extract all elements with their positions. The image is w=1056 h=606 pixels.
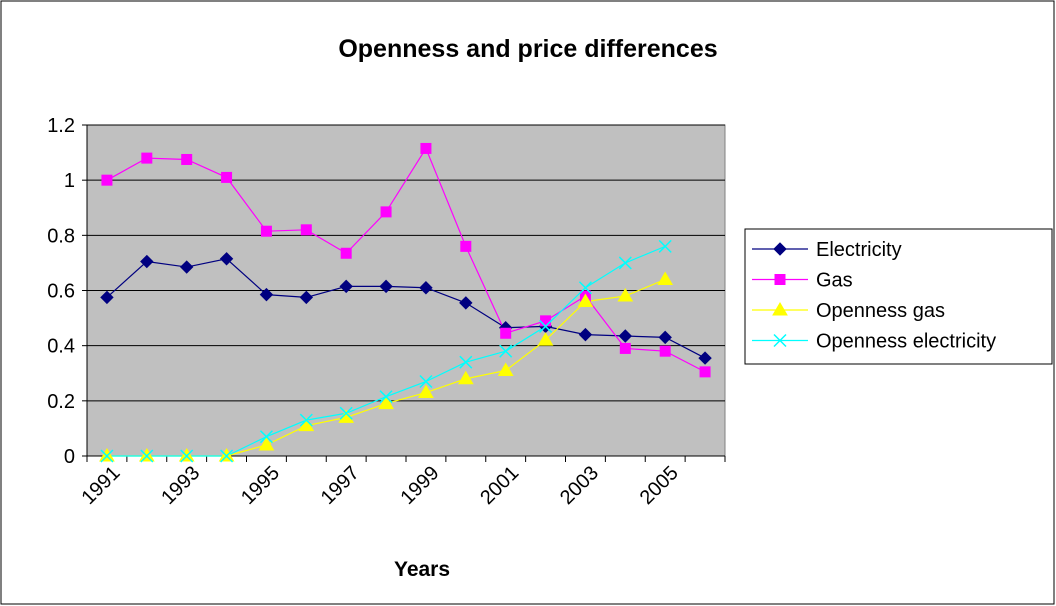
marker <box>418 384 434 399</box>
marker <box>100 449 114 463</box>
marker <box>259 430 273 444</box>
legend-label: Openness gas <box>816 300 945 322</box>
series-line <box>106 258 706 359</box>
marker <box>141 152 153 164</box>
marker <box>460 240 472 252</box>
marker <box>140 449 154 463</box>
marker <box>420 142 432 154</box>
marker <box>459 355 473 369</box>
marker <box>380 206 392 218</box>
legend-label: Electricity <box>816 239 902 261</box>
marker <box>699 366 711 378</box>
marker <box>578 327 593 342</box>
marker <box>300 224 312 236</box>
marker <box>459 296 473 310</box>
legend-label: Gas <box>816 270 853 292</box>
marker <box>618 329 633 343</box>
marker <box>500 327 512 339</box>
marker <box>540 315 552 327</box>
legend-marker <box>773 333 787 348</box>
y-tick-label: 0.4 <box>47 336 75 358</box>
marker <box>539 319 553 333</box>
legend-box <box>744 228 1053 365</box>
marker <box>499 344 513 358</box>
marker <box>457 370 474 385</box>
y-tick-label: 1 <box>64 170 75 192</box>
marker <box>299 290 314 305</box>
marker <box>617 288 634 302</box>
marker <box>378 395 394 410</box>
legend-marker <box>773 242 787 256</box>
marker <box>619 342 631 354</box>
marker <box>618 256 632 270</box>
marker <box>299 413 313 427</box>
y-tick-label: 0.6 <box>47 281 75 303</box>
marker <box>497 362 514 376</box>
marker <box>379 279 393 294</box>
marker <box>219 252 234 266</box>
marker <box>657 271 674 285</box>
marker <box>260 225 272 237</box>
marker <box>658 330 672 345</box>
series-line <box>106 147 706 373</box>
marker <box>577 293 594 308</box>
x-axis-label: Years <box>394 558 450 581</box>
marker <box>379 390 393 404</box>
marker <box>659 345 671 357</box>
marker <box>259 287 274 302</box>
marker <box>221 171 233 183</box>
marker <box>339 406 353 420</box>
marker <box>658 239 672 253</box>
marker <box>340 247 352 259</box>
marker <box>537 332 554 346</box>
marker <box>258 436 275 451</box>
y-tick-label: 0 <box>64 446 75 468</box>
marker <box>101 174 113 186</box>
y-tick-label: 0.8 <box>47 225 75 247</box>
legend-label: Openness electricity <box>816 331 996 353</box>
marker <box>578 281 592 295</box>
marker <box>180 449 194 463</box>
marker <box>339 279 353 294</box>
marker <box>220 449 234 463</box>
y-tick-label: 1.2 <box>47 115 75 137</box>
marker <box>100 290 114 305</box>
marker <box>181 153 193 165</box>
marker <box>698 351 712 365</box>
legend-marker <box>774 274 786 285</box>
marker <box>419 374 433 389</box>
legend-marker <box>772 302 788 316</box>
marker <box>419 281 433 295</box>
marker <box>140 254 154 269</box>
chart-title: Openness and price differences <box>338 35 717 63</box>
marker <box>179 260 194 274</box>
y-tick-label: 0.2 <box>47 391 75 413</box>
